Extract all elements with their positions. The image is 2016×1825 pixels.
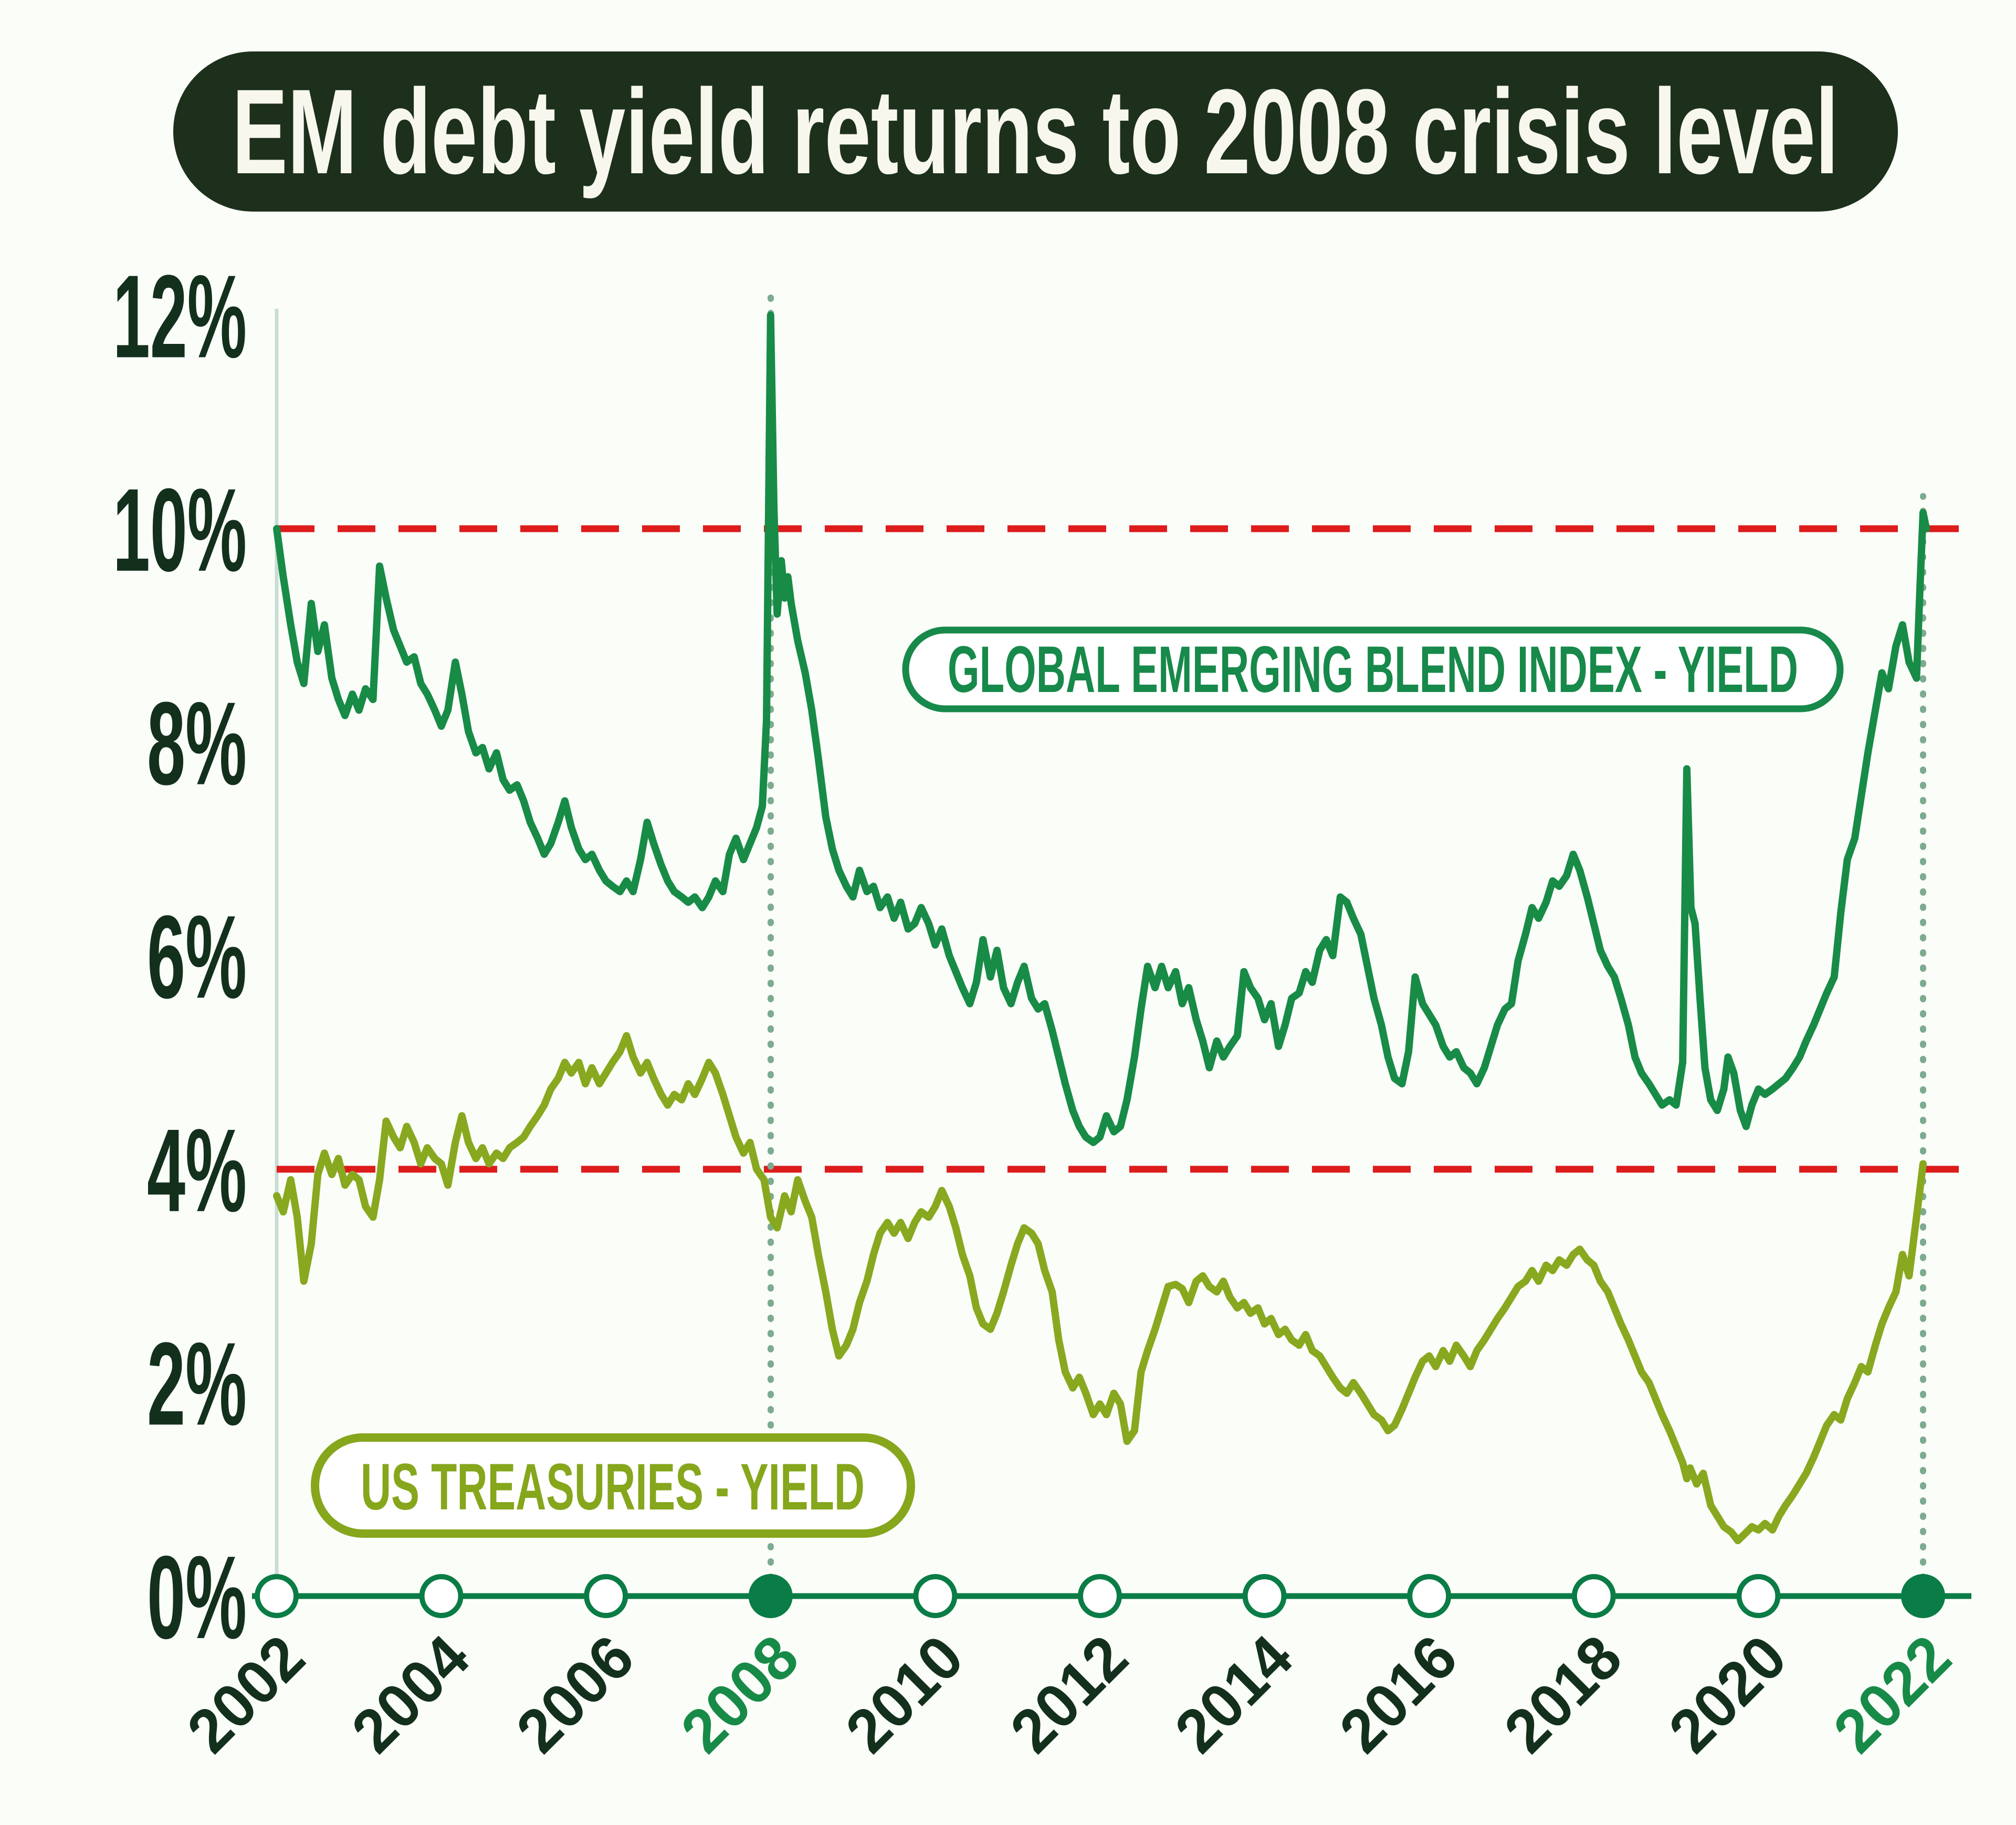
legend-embi-pill xyxy=(902,626,1844,712)
x-tick-marker-2002 xyxy=(255,1574,299,1618)
x-tick-marker-2020 xyxy=(1736,1574,1781,1618)
x-tick-marker-filled-2008 xyxy=(748,1574,793,1618)
legend-embi: GLOBAL EMERGING BLEND INDEX - YIELD xyxy=(902,626,1844,712)
x-tick-marker-2016 xyxy=(1407,1574,1452,1618)
x-tick-marker-2014 xyxy=(1242,1574,1287,1618)
y-tick-label-8: 8% xyxy=(147,677,247,810)
embi-yield-line xyxy=(273,311,1930,1146)
legend-ust: US TREASURIES - YIELD xyxy=(311,1433,915,1538)
y-tick-label-0: 0% xyxy=(147,1531,247,1663)
x-tick-marker-filled-2022 xyxy=(1901,1574,1945,1618)
x-tick-marker-2018 xyxy=(1571,1574,1616,1618)
y-tick-label-6: 6% xyxy=(147,890,247,1023)
legend-embi-label: GLOBAL EMERGING BLEND INDEX - YIELD xyxy=(948,633,1798,706)
x-tick-marker-2004 xyxy=(419,1574,464,1618)
x-tick-marker-2010 xyxy=(913,1574,958,1618)
title-banner: EM debt yield returns to 2008 crisis lev… xyxy=(173,51,1898,212)
ust-yield-line xyxy=(273,1032,1927,1545)
legend-ust-label: US TREASURIES - YIELD xyxy=(361,1451,865,1524)
y-tick-label-12: 12% xyxy=(113,250,247,382)
x-tick-marker-2006 xyxy=(584,1574,628,1618)
title-pill xyxy=(173,51,1898,212)
y-axis-labels: 12% 10% 8% 6% 4% 2% 0% xyxy=(113,250,247,1663)
series-group xyxy=(273,311,1930,1545)
x-axis-markers xyxy=(255,1574,1945,1618)
y-tick-label-10: 10% xyxy=(113,464,247,596)
y-tick-label-4: 4% xyxy=(147,1104,247,1236)
legend-ust-pill xyxy=(311,1433,915,1538)
chart-title: EM debt yield returns to 2008 crisis lev… xyxy=(232,64,1839,199)
y-tick-label-2: 2% xyxy=(147,1317,247,1450)
x-tick-marker-2012 xyxy=(1078,1574,1122,1618)
